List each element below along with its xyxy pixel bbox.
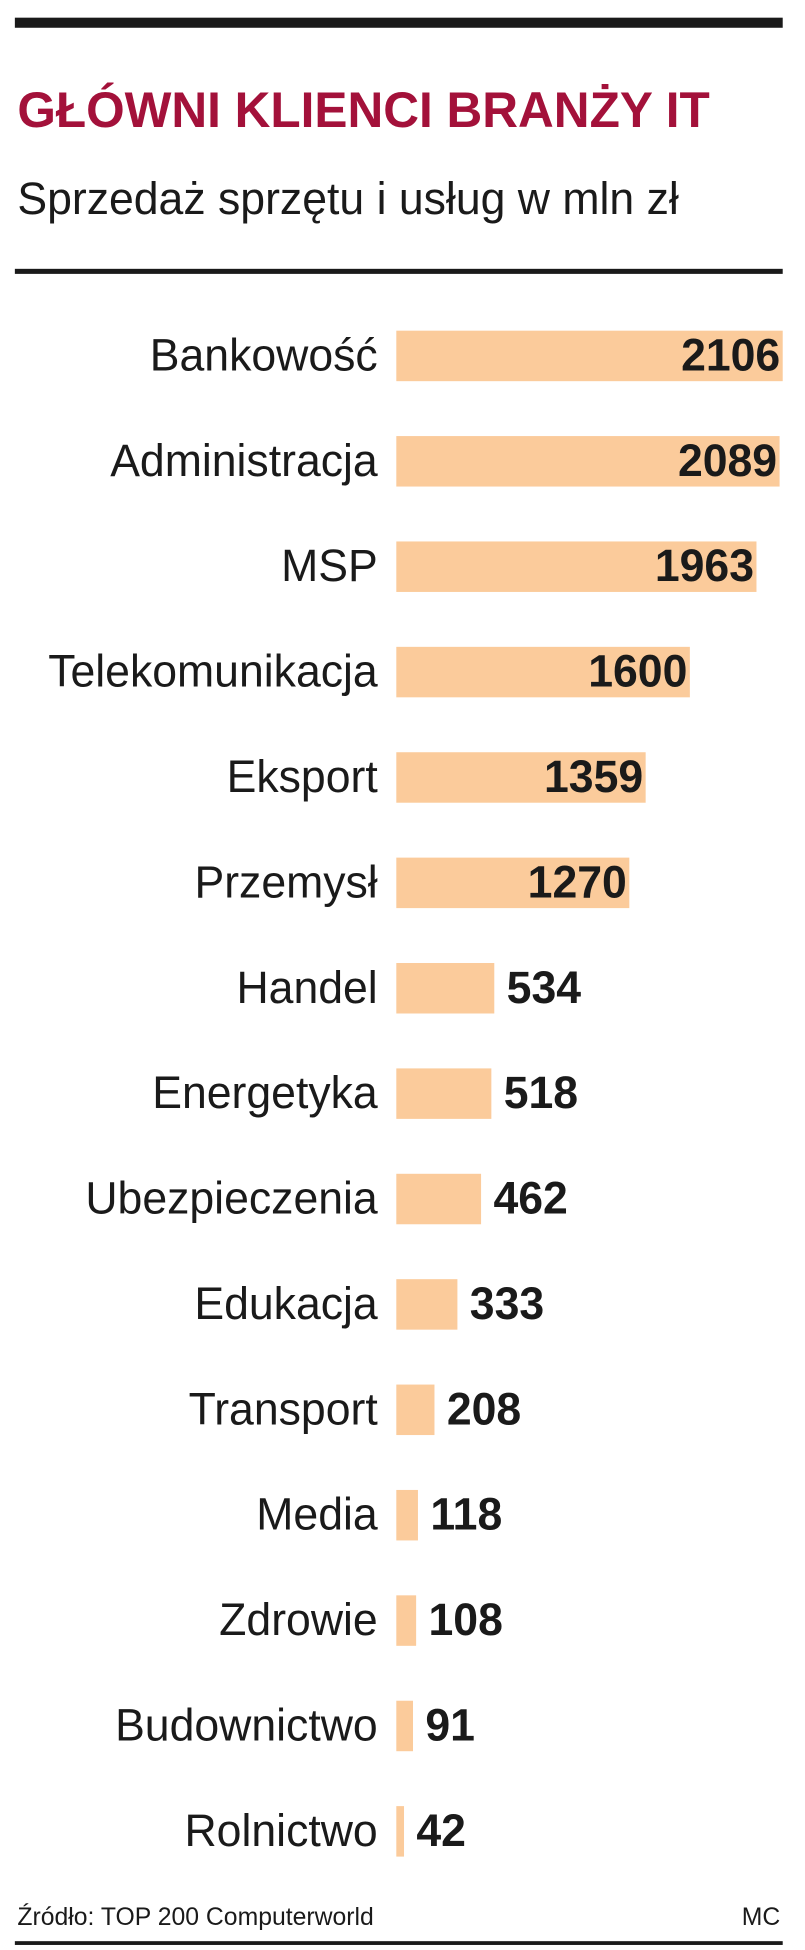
category-label: Rolnictwo xyxy=(185,1804,378,1855)
chart-title: GŁÓWNI KLIENCI BRANŻY IT xyxy=(17,81,709,138)
value-label: 534 xyxy=(507,961,581,1012)
bar xyxy=(396,646,690,698)
bar xyxy=(396,857,630,909)
author: MC xyxy=(742,1903,781,1931)
category-label: Handel xyxy=(236,961,377,1012)
category-label: Ubezpieczenia xyxy=(85,1172,378,1223)
value-label: 1359 xyxy=(544,751,643,802)
bottom-rule xyxy=(14,1941,783,1945)
value-label: 1600 xyxy=(588,645,687,696)
value-label: 2089 xyxy=(678,434,777,485)
bar xyxy=(396,1068,492,1119)
category-label: Media xyxy=(256,1488,378,1539)
value-label: 462 xyxy=(493,1172,567,1223)
bar xyxy=(396,1489,418,1541)
source: Źródło: TOP 200 Computerworld xyxy=(17,1902,373,1931)
bar xyxy=(396,1595,417,1646)
bar xyxy=(396,436,780,487)
category-label: Przemysł xyxy=(194,856,377,907)
category-label: Energetyka xyxy=(152,1067,378,1118)
value-label: 333 xyxy=(470,1278,544,1329)
category-label: MSP xyxy=(281,540,378,591)
category-label: Administracja xyxy=(110,434,378,485)
value-label: 118 xyxy=(430,1488,502,1539)
category-label: Eksport xyxy=(227,751,379,802)
value-label: 42 xyxy=(416,1804,466,1855)
value-label: 1963 xyxy=(655,540,754,591)
bar xyxy=(396,541,757,592)
value-label: 91 xyxy=(425,1699,475,1750)
top-rule xyxy=(14,17,783,28)
header-rule xyxy=(14,268,783,274)
category-label: Edukacja xyxy=(194,1278,378,1329)
category-label: Budownictwo xyxy=(115,1699,378,1750)
bar xyxy=(396,963,495,1014)
bar xyxy=(396,1279,458,1330)
category-label: Bankowość xyxy=(150,329,378,380)
bar xyxy=(396,1806,405,1857)
value-label: 208 xyxy=(447,1383,521,1434)
bar xyxy=(396,752,646,803)
value-label: 1270 xyxy=(528,856,627,907)
bar xyxy=(396,1384,435,1436)
value-label: 518 xyxy=(504,1067,578,1118)
bar xyxy=(396,1173,482,1225)
value-label: 2106 xyxy=(681,329,780,380)
category-label: Transport xyxy=(189,1383,379,1434)
chart-subtitle: Sprzedaż sprzętu i usług w mln zł xyxy=(17,173,678,224)
category-label: Telekomunikacja xyxy=(48,645,378,696)
bar xyxy=(396,330,783,382)
category-label: Zdrowie xyxy=(219,1594,378,1645)
bar xyxy=(396,1700,414,1752)
value-label: 108 xyxy=(429,1594,503,1645)
